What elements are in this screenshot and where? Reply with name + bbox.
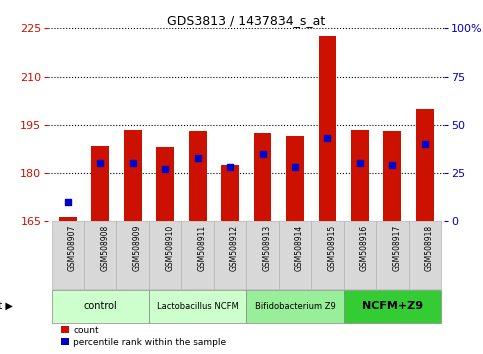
Text: GSM508912: GSM508912: [230, 225, 239, 271]
Text: Lactobacillus NCFM: Lactobacillus NCFM: [157, 302, 239, 311]
Bar: [52, 290, 149, 323]
Bar: [416, 109, 434, 221]
Bar: [124, 130, 142, 221]
Point: [226, 165, 234, 170]
Point: [324, 136, 331, 141]
Bar: [376, 221, 409, 289]
Bar: [409, 221, 441, 289]
Bar: [214, 221, 246, 289]
Bar: [351, 130, 369, 221]
Bar: [149, 290, 246, 323]
Bar: [286, 136, 304, 221]
Text: GSM508907: GSM508907: [68, 225, 77, 271]
Point: [291, 165, 299, 170]
Text: GSM508914: GSM508914: [295, 225, 304, 271]
Text: control: control: [84, 301, 117, 312]
Bar: [59, 217, 77, 221]
Point: [64, 199, 71, 205]
Point: [421, 141, 429, 147]
Text: agent ▶: agent ▶: [0, 301, 13, 312]
Bar: [189, 131, 207, 221]
Text: Bifidobacterium Z9: Bifidobacterium Z9: [255, 302, 335, 311]
Text: GSM508908: GSM508908: [100, 225, 109, 271]
Text: GSM508909: GSM508909: [133, 225, 142, 271]
Bar: [52, 221, 84, 289]
Bar: [311, 221, 344, 289]
Point: [129, 161, 137, 166]
Point: [97, 161, 104, 166]
Bar: [116, 221, 149, 289]
Bar: [91, 146, 109, 221]
Text: NCFM+Z9: NCFM+Z9: [362, 301, 423, 312]
Point: [356, 161, 364, 166]
Bar: [279, 221, 311, 289]
Text: GSM508911: GSM508911: [198, 225, 207, 271]
Bar: [246, 290, 344, 323]
Point: [388, 162, 396, 168]
Bar: [221, 165, 239, 221]
Title: GDS3813 / 1437834_s_at: GDS3813 / 1437834_s_at: [167, 14, 326, 27]
Text: GSM508910: GSM508910: [165, 225, 174, 271]
Bar: [254, 133, 271, 221]
Text: GSM508917: GSM508917: [392, 225, 401, 271]
Bar: [149, 221, 182, 289]
Bar: [344, 221, 376, 289]
Bar: [319, 36, 337, 221]
Bar: [344, 290, 441, 323]
Bar: [84, 221, 116, 289]
Legend: count, percentile rank within the sample: count, percentile rank within the sample: [61, 326, 227, 347]
Point: [161, 166, 169, 172]
Text: GSM508918: GSM508918: [425, 225, 434, 271]
Text: GSM508916: GSM508916: [360, 225, 369, 271]
Bar: [384, 131, 401, 221]
Point: [259, 151, 267, 157]
Text: GSM508915: GSM508915: [327, 225, 337, 271]
Bar: [246, 221, 279, 289]
Bar: [182, 221, 214, 289]
Text: GSM508913: GSM508913: [263, 225, 271, 271]
Bar: [156, 147, 174, 221]
Point: [194, 155, 201, 160]
